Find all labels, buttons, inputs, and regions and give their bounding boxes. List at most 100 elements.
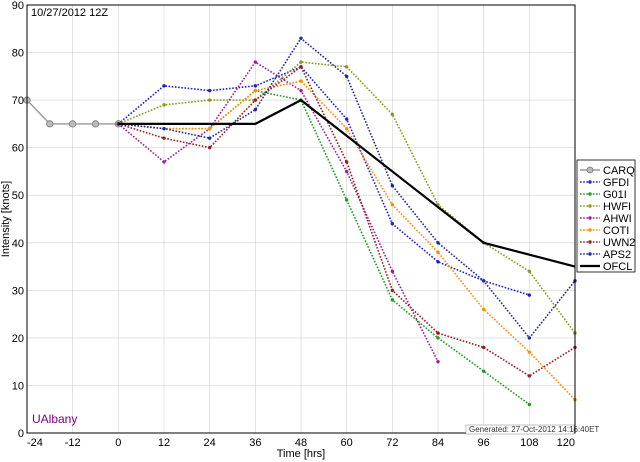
datetime-label: 10/27/2012 12Z: [31, 7, 108, 19]
data-point-gfdi: [207, 88, 212, 93]
legend-item-ofcl: OFCL: [580, 261, 632, 273]
legend-label-g01i: G01I: [603, 189, 627, 201]
data-point-uwn2: [253, 98, 258, 102]
data-point-ahwi: [162, 160, 166, 164]
data-point-hwfi: [527, 269, 532, 274]
legend-label-ahwi: AHWI: [603, 213, 632, 225]
legend-label-carq: CARQ: [603, 165, 635, 177]
data-point-hwfi: [344, 65, 349, 69]
data-point-aps2: [436, 241, 440, 245]
legend-item-coti: COTI: [580, 225, 629, 237]
y-tick-label: 50: [12, 190, 24, 202]
x-tick-label: 48: [295, 437, 307, 449]
data-point-aps2: [299, 36, 303, 40]
data-point-hwfi: [299, 60, 303, 64]
data-point-uwn2: [162, 136, 166, 140]
data-point-aps2: [162, 126, 166, 131]
data-point-aps2: [527, 336, 532, 340]
x-tick-label: 84: [432, 437, 444, 449]
series-line-gfdi: [117, 66, 530, 296]
legend-item-ahwi: AHWI: [580, 213, 632, 225]
data-point-aps2: [253, 107, 258, 112]
legend-label-ofcl: OFCL: [603, 261, 632, 273]
legend-marker-coti: [588, 228, 592, 232]
legend-item-aps2: APS2: [580, 249, 631, 261]
ualbany-credit: UAlbany: [32, 412, 77, 426]
series-line-aps2: [118, 37, 576, 339]
data-point-gfdi: [162, 84, 166, 88]
data-point-ahwi: [344, 169, 349, 174]
legend-marker-gfdi: [588, 180, 592, 184]
x-tick-label: 120: [557, 437, 575, 449]
data-point-uwn2: [207, 145, 212, 150]
legend-marker-carq: [586, 166, 594, 174]
x-axis-label: Time [hrs]: [277, 448, 326, 460]
data-point-ahwi: [299, 88, 303, 93]
legend-label-uwn2: UWN2: [603, 237, 635, 249]
data-point-coti: [344, 126, 349, 131]
data-point-aps2: [390, 184, 395, 188]
legend-label-aps2: APS2: [603, 249, 631, 261]
y-tick-label: 40: [12, 238, 24, 250]
data-point-ahwi: [390, 269, 395, 274]
y-tick-label: 70: [12, 95, 24, 107]
data-point-coti: [436, 250, 440, 254]
y-tick-label: 30: [12, 285, 24, 297]
data-point-coti: [207, 126, 212, 131]
data-point-g01i: [344, 198, 349, 202]
data-point-hwfi: [207, 98, 212, 102]
data-point-uwn2: [527, 374, 532, 378]
y-tick-label: 20: [12, 333, 24, 345]
x-tick-label: 12: [158, 437, 170, 449]
grid: [26, 4, 576, 434]
legend-item-gfdi: GFDI: [580, 177, 629, 189]
data-point-aps2: [344, 74, 349, 79]
legend-marker-aps2: [588, 252, 592, 256]
legend-label-hwfi: HWFI: [603, 201, 631, 213]
plot-frame: [26, 4, 576, 434]
data-point-gfdi: [344, 117, 349, 121]
x-tick-label: 72: [386, 437, 398, 449]
data-point-coti: [527, 350, 532, 354]
generated-box: [465, 424, 575, 435]
legend-marker-ahwi: [588, 216, 592, 220]
y-tick-label: 10: [12, 380, 24, 392]
data-point-g01i: [390, 298, 395, 302]
x-tick-label: -24: [27, 437, 43, 449]
y-tick-label: 90: [12, 0, 24, 12]
tick-labels: -24 -12 0 12 24 36 48 60 72 84 96 108 120 0 10 20 30 40 50…: [12, 0, 575, 449]
legend-label-gfdi: GFDI: [603, 177, 629, 189]
series-line-ofcl: [118, 99, 576, 268]
y-tick-label: 60: [12, 143, 24, 155]
x-tick-label: 36: [249, 437, 261, 449]
series-lines: [23, 36, 577, 407]
data-point-coti: [253, 88, 258, 93]
data-point-uwn2: [436, 331, 440, 335]
data-point-aps2: [207, 136, 212, 140]
x-tick-label: 60: [341, 437, 353, 449]
data-point-g01i: [481, 369, 486, 373]
y-axis-label: Intensity [knots]: [0, 181, 12, 257]
generated-timestamp: Generated: 27-Oct-2012 14:16:40ET: [469, 425, 599, 434]
data-point-hwfi: [162, 103, 166, 107]
data-point-g01i: [436, 336, 440, 340]
y-tick-label: 80: [12, 48, 24, 60]
data-point-coti: [299, 79, 303, 83]
x-tick-label: 0: [115, 437, 121, 449]
legend-marker-g01i: [588, 192, 592, 196]
data-point-gfdi: [390, 222, 395, 226]
data-point-carq: [69, 120, 77, 128]
data-point-aps2: [481, 279, 486, 283]
data-point-uwn2: [344, 160, 349, 164]
data-point-uwn2: [390, 288, 395, 293]
x-tick-label: -12: [65, 437, 81, 449]
data-point-hwfi: [390, 112, 395, 117]
y-tick-label: 0: [18, 428, 24, 440]
data-point-g01i: [527, 402, 532, 407]
data-point-coti: [390, 203, 395, 207]
legend-item-hwfi: HWFI: [580, 201, 631, 213]
data-point-ahwi: [436, 359, 440, 364]
x-tick-label: 24: [204, 437, 216, 449]
data-point-carq: [46, 120, 54, 128]
